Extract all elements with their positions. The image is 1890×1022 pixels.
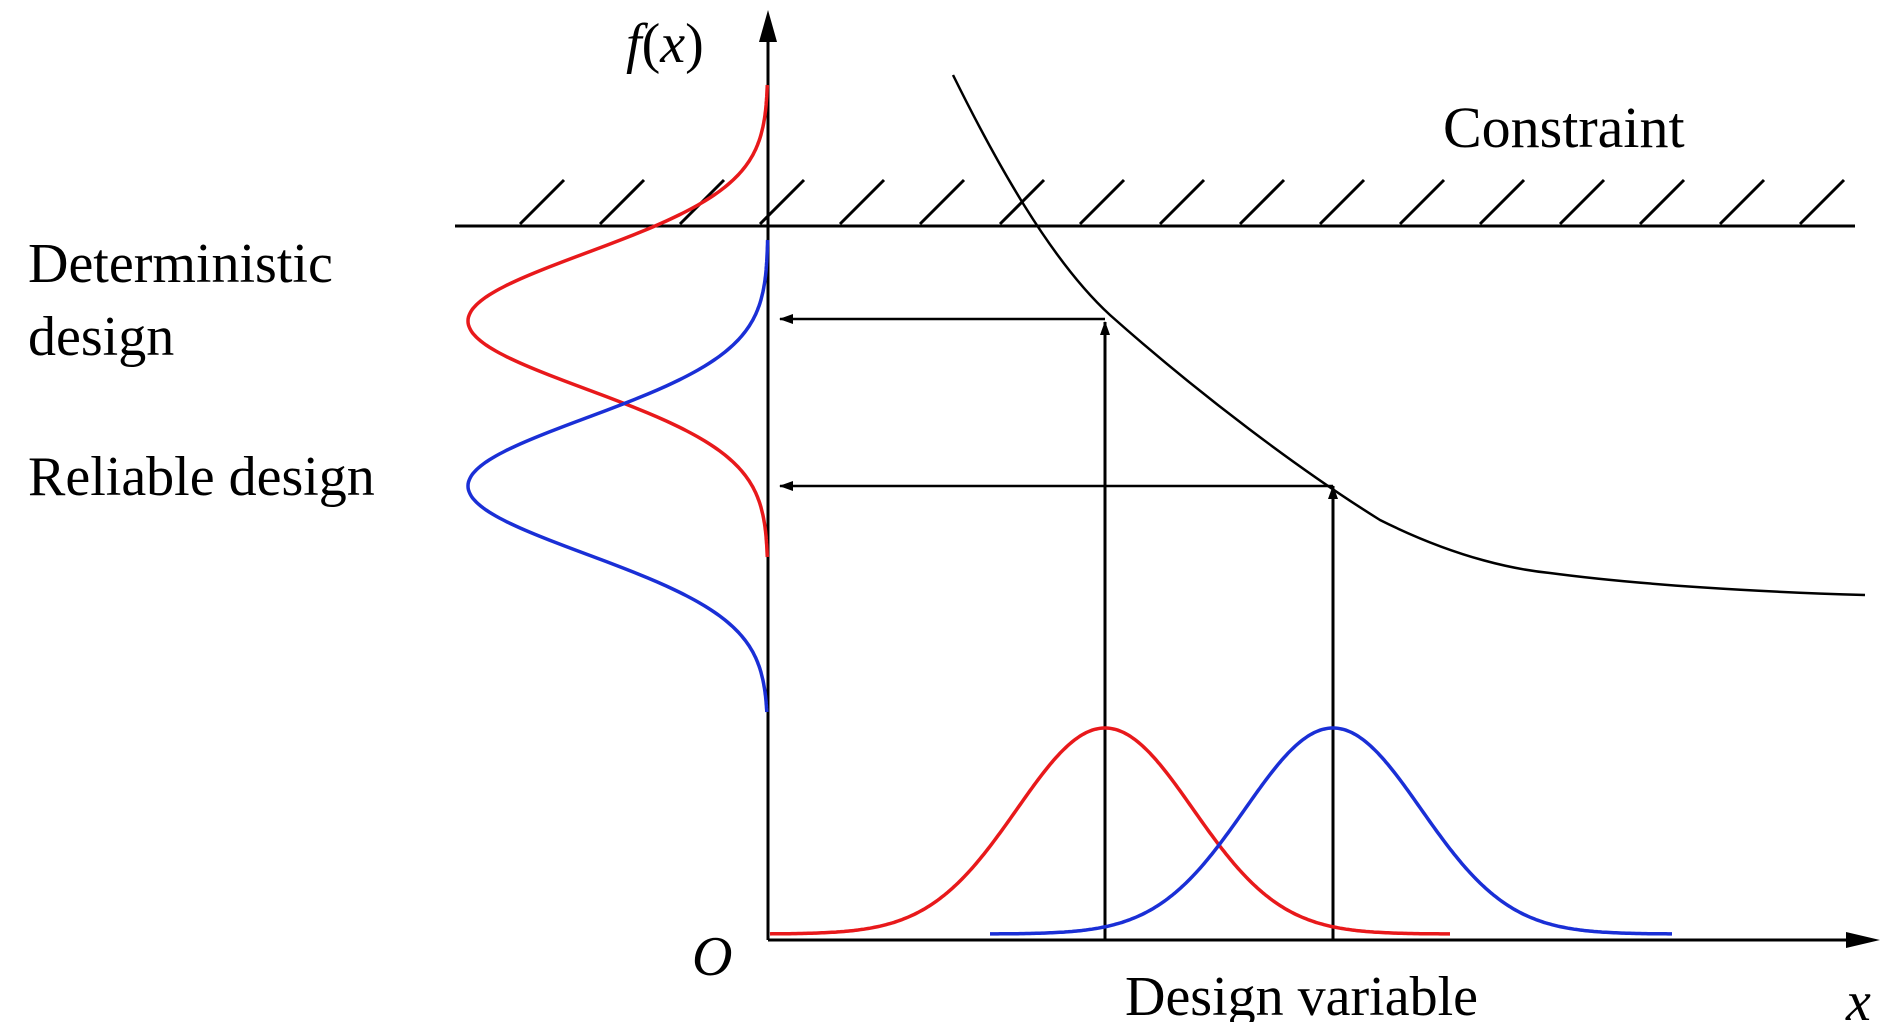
hatch-mark xyxy=(758,178,806,226)
hatch-mark xyxy=(598,178,646,226)
hatch-mark xyxy=(1798,178,1846,226)
deterministic-design-distribution-x xyxy=(769,726,1450,936)
design-variable-label: Design variable xyxy=(1125,966,1478,1022)
reliable-design-distribution-x xyxy=(990,726,1672,936)
reliable-design-label: Reliable design xyxy=(28,446,375,508)
constraint-curve xyxy=(951,74,1866,597)
deterministic-design-label-line2: design xyxy=(28,306,174,368)
deterministic-design-distribution-f xyxy=(466,84,770,558)
y-axis-arrowhead xyxy=(759,10,777,42)
hatch-mark xyxy=(1158,178,1206,226)
hatch-mark xyxy=(1318,178,1366,226)
deterministic-design-label-line1: Deterministic xyxy=(28,233,333,295)
hatch-mark xyxy=(1478,178,1526,226)
hatch-mark xyxy=(1238,178,1286,226)
constraint-label: Constraint xyxy=(1443,95,1685,160)
origin-label: O xyxy=(692,926,732,988)
hatch-mark xyxy=(1398,178,1446,226)
hatch-mark xyxy=(1078,178,1126,226)
hatch-mark xyxy=(1558,178,1606,226)
hatch-mark xyxy=(518,178,566,226)
hatch-mark xyxy=(838,178,886,226)
hatch-mark xyxy=(918,178,966,226)
hatch-mark xyxy=(1718,178,1766,226)
x-axis-label: x xyxy=(1845,971,1871,1022)
constraint-hatching xyxy=(518,178,1846,226)
hatch-mark xyxy=(1638,178,1686,226)
reliable-design-distribution-f xyxy=(466,239,770,713)
x-axis-arrowhead xyxy=(1846,932,1880,948)
y-axis-label: f(x) xyxy=(626,13,704,75)
